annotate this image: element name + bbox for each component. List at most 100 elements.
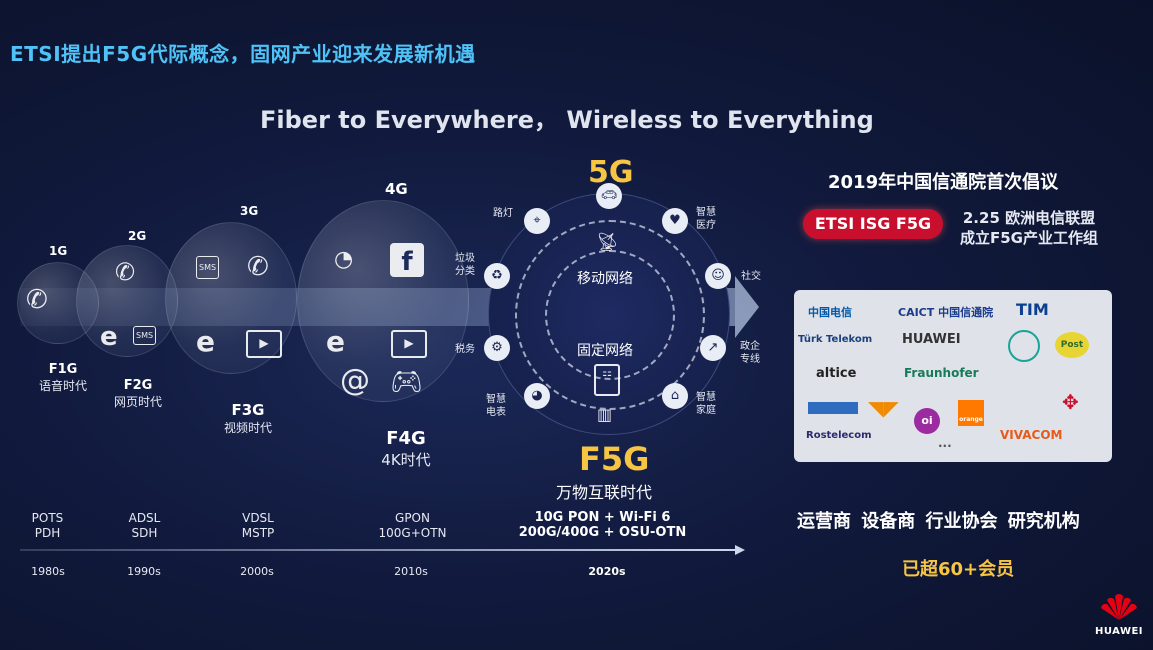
- year-label: 2020s: [588, 565, 626, 578]
- year-label: 2010s: [394, 565, 428, 578]
- member-categories: 运营商 设备商 行业协会 研究机构: [797, 511, 1080, 532]
- tax-node-icon: ⚙: [484, 335, 510, 361]
- tech-label: VDSL MSTP: [241, 511, 275, 540]
- rostelecom-logo: Rostelecom: [806, 430, 872, 441]
- meter-node-icon: ◕: [524, 383, 550, 409]
- node-label-meter: 智慧 电表: [486, 394, 506, 418]
- oi-logo: oi: [914, 408, 940, 434]
- phone-icon: ✆: [115, 258, 136, 286]
- building-icon: ▥: [597, 405, 613, 424]
- fixed-gen-f3g: F3G 视频时代: [213, 401, 283, 436]
- fixed-gen-label: F4G: [386, 428, 426, 449]
- node-label-garbage: 垃圾 分类: [455, 253, 475, 277]
- sms-phone-icon: SMS: [196, 256, 220, 279]
- china-unicom-logo: ✥: [1062, 390, 1079, 414]
- operator-swirl-logo: ◥◤: [868, 396, 899, 420]
- sms-phone-icon: SMS: [133, 326, 157, 345]
- fixed-gen-label: F2G: [123, 378, 153, 393]
- fixed-gen-f2g: F2G 网页时代: [103, 378, 173, 410]
- health-node-icon: ♥: [662, 208, 688, 234]
- tech-label: ADSL SDH: [128, 511, 161, 540]
- altice-logo: altice: [816, 366, 857, 381]
- gen-circle-2: [76, 245, 178, 357]
- timeline-arrow-head: [735, 545, 745, 555]
- fraunhofer-logo: Fraunhofer: [904, 366, 979, 380]
- inner-dashed-ring: [545, 250, 675, 380]
- timeline-axis: [20, 549, 735, 551]
- node-label-tax: 税务: [455, 344, 475, 355]
- huawei-flower-icon: [1101, 594, 1137, 620]
- etsi-isg-f5g-badge: ETSI ISG F5G: [803, 209, 943, 239]
- fixed-gen-f4g: F4G 4K时代: [366, 428, 446, 470]
- note-line-1: 2.25 欧洲电信联盟: [962, 209, 1096, 227]
- sea-logo: [1008, 330, 1040, 362]
- more-members-ellipsis: ...: [938, 436, 952, 450]
- fixed-gen-label: F1G: [48, 362, 78, 377]
- orange-logo: orange: [958, 400, 984, 426]
- phone-icon: ✆: [247, 252, 269, 282]
- gen-label-3g: 3G: [240, 204, 259, 218]
- fixed-network-label: 固定网络: [577, 343, 633, 359]
- huawei-brand: HUAWEI: [1094, 590, 1144, 637]
- year-label: 2000s: [240, 565, 274, 578]
- chart-node-icon: ↗: [700, 335, 726, 361]
- evolution-arrow-head: [735, 276, 759, 338]
- tech-label: GPON 100G+OTN: [378, 511, 447, 540]
- node-label-home: 智慧 家庭: [696, 392, 716, 416]
- gen-circle-3: [165, 222, 297, 374]
- car-node-icon: 🚗︎: [596, 183, 622, 209]
- fixed-gen-label: F3G: [231, 401, 265, 419]
- ie-browser-icon: e: [100, 322, 118, 352]
- video-icon: ▶: [246, 330, 282, 358]
- fixed-gen-desc: 4K时代: [381, 451, 431, 469]
- fixed-gen-desc: 语音时代: [38, 379, 87, 393]
- gen-label-4g: 4G: [385, 180, 408, 198]
- fixed-gen-f5g-label: F5G: [579, 440, 650, 478]
- member-logos-panel: 中国电信 CAICT 中国信通院 TIM Türk Telekom HUAWEI…: [794, 290, 1112, 462]
- video-icon: ▶: [391, 330, 427, 358]
- tech-label: POTS PDH: [31, 511, 64, 540]
- fixed-gen-f5g-desc: 万物互联时代: [556, 483, 653, 502]
- member-count: 已超60+会员: [902, 559, 1015, 580]
- year-label: 1990s: [127, 565, 161, 578]
- tim-logo: TIM: [1016, 300, 1049, 319]
- operator-logo: [808, 402, 858, 414]
- gen-label-2g: 2G: [128, 229, 147, 243]
- antenna-icon: 📡︎: [596, 232, 619, 253]
- gamepad-icon: 🎮︎: [390, 367, 424, 397]
- speedometer-icon: ◔: [334, 247, 354, 272]
- fixed-gen-desc: 网页时代: [113, 395, 162, 409]
- fixed-gen-f1g: F1G 语音时代: [28, 362, 98, 394]
- home-node-icon: ⌂: [662, 383, 688, 409]
- slide-title: ETSI提出F5G代际概念，固网产业迎来发展新机遇: [10, 42, 476, 66]
- ie-browser-icon: e: [326, 325, 345, 358]
- outer-dashed-ring: [515, 220, 705, 410]
- working-group-note: 2.25 欧洲电信联盟 成立F5G产业工作组: [960, 208, 1098, 248]
- vivacom-logo: VIVACOM: [1000, 428, 1063, 442]
- gen-label-1g: 1G: [49, 244, 68, 258]
- note-line-2: 成立F5G产业工作组: [960, 229, 1098, 247]
- node-label-road-light: 路灯: [493, 208, 513, 219]
- facebook-icon: f: [390, 243, 424, 277]
- ie-browser-icon: e: [196, 325, 215, 358]
- caict-initiative-heading: 2019年中国信通院首次倡议: [828, 172, 1059, 193]
- mobile-network-label: 移动网络: [577, 271, 633, 287]
- post-logo: Post: [1055, 332, 1089, 358]
- garbage-node-icon: ♻: [484, 263, 510, 289]
- node-label-gov: 政企 专线: [740, 341, 760, 365]
- node-label-social: 社交: [741, 271, 761, 282]
- node-label-health: 智慧 医疗: [696, 207, 716, 231]
- china-telecom-logo: 中国电信: [808, 306, 852, 319]
- at-sign-icon: @: [340, 363, 370, 398]
- ont-device-icon: ⚏: [594, 364, 620, 396]
- turk-telekom-logo: Türk Telekom: [798, 334, 873, 345]
- phone-icon: ✆: [26, 285, 48, 315]
- gen-circle-4: [297, 200, 469, 402]
- social-node-icon: ☺: [705, 263, 731, 289]
- caict-logo: CAICT 中国信通院: [898, 306, 994, 319]
- huawei-wordmark: HUAWEI: [1094, 626, 1144, 637]
- huawei-logo: HUAWEI: [902, 332, 961, 347]
- fixed-gen-desc: 视频时代: [223, 421, 272, 435]
- location-node-icon: ⌖: [524, 208, 550, 234]
